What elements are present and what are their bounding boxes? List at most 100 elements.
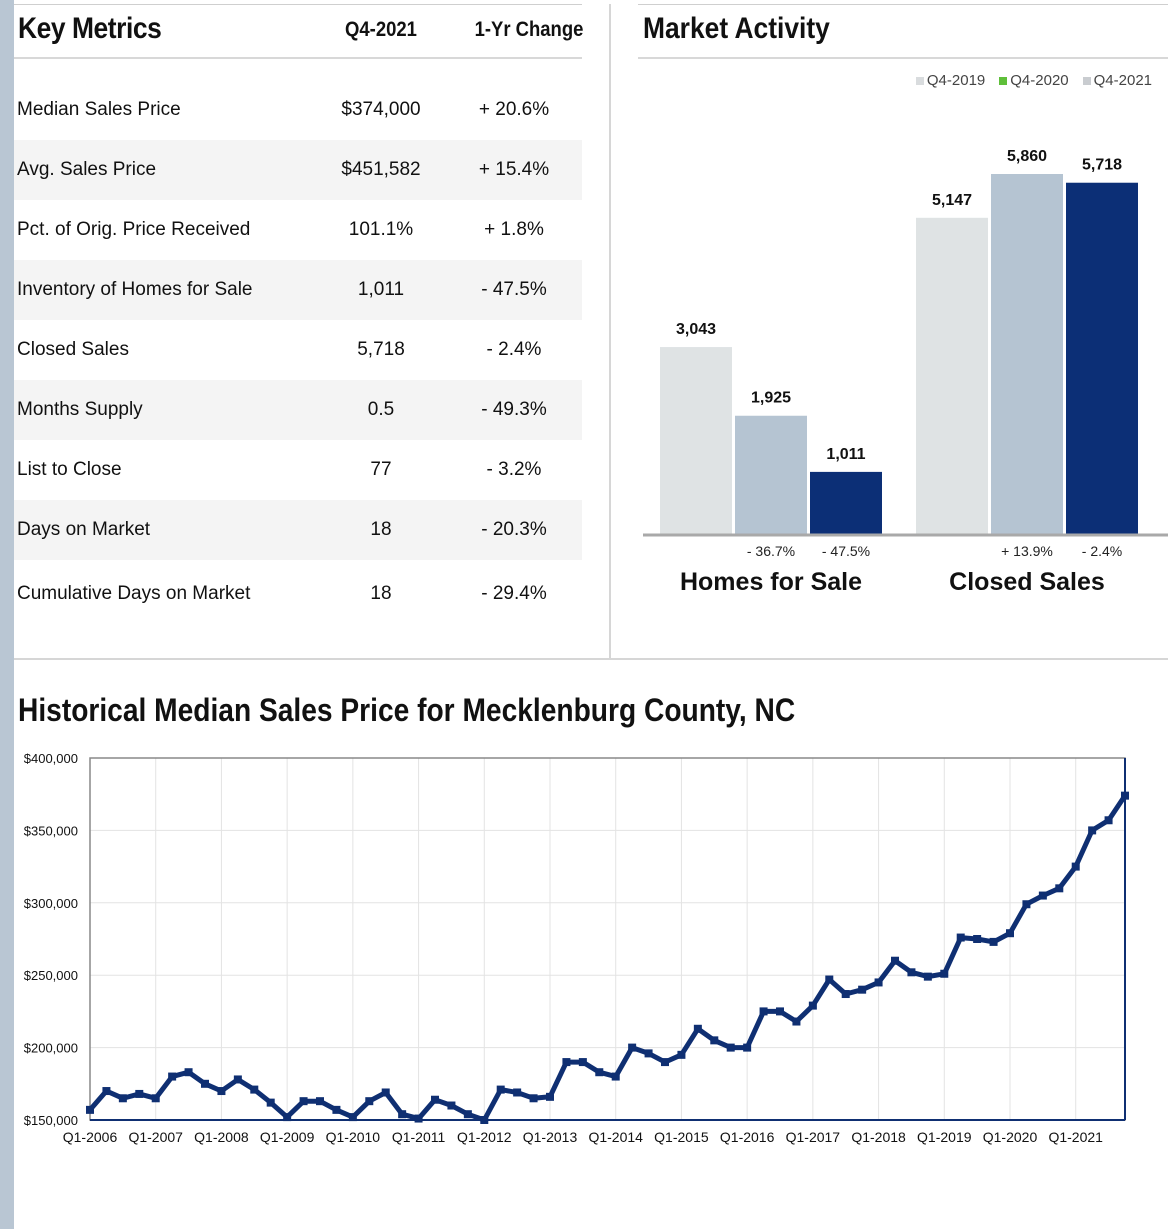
data-point [776, 1007, 784, 1016]
bar-change-label: - 36.7% [747, 543, 795, 559]
legend-label: Q4-2019 [926, 72, 986, 89]
data-point [858, 985, 867, 994]
data-point [1104, 816, 1113, 825]
data-point [710, 1036, 719, 1045]
bar-change-label: - 2.4% [1082, 543, 1122, 559]
data-point [578, 1058, 587, 1067]
price-line [88, 794, 1128, 1123]
x-tick-label: Q1-2019 [917, 1129, 972, 1145]
data-point [118, 1094, 127, 1103]
metric-change: - 47.5% [481, 279, 547, 300]
left-accent-strip [0, 0, 14, 1229]
metric-row: Months Supply 0.5 - 49.3% [14, 380, 582, 440]
data-point [414, 1114, 423, 1123]
data-point [907, 968, 916, 977]
x-tick-label: Q1-2014 [588, 1129, 643, 1145]
top-rule-left [14, 4, 582, 5]
metric-change: + 20.6% [478, 99, 550, 120]
metric-value: 77 [370, 459, 392, 480]
data-point [1022, 900, 1031, 909]
data-point [726, 1043, 735, 1052]
data-point [529, 1094, 538, 1103]
data-point [447, 1101, 456, 1110]
legend-swatch [999, 76, 1008, 85]
bar [810, 471, 882, 534]
key-metrics-title: Key Metrics [18, 12, 162, 45]
metric-value: $374,000 [341, 99, 421, 120]
market-activity-panel: Market Activity Q4-2019 Q4-2020 Q4-2021 3,… [638, 0, 1168, 658]
x-tick-label: Q1-2016 [720, 1129, 775, 1145]
market-activity-title: Market Activity [643, 12, 830, 45]
category-label: Closed Sales [949, 568, 1105, 596]
data-point [1038, 891, 1047, 900]
bar [660, 347, 732, 534]
metric-label: Median Sales Price [17, 99, 181, 120]
bar-value-label: 5,718 [1082, 157, 1122, 174]
section-divider-vertical [609, 4, 611, 658]
data-point [595, 1068, 604, 1077]
data-point [611, 1072, 620, 1081]
metric-row: Median Sales Price $374,000 + 20.6% [14, 80, 582, 140]
data-point [562, 1058, 571, 1067]
metric-row: Inventory of Homes for Sale 1,011 - 47.5% [14, 260, 582, 320]
column-header-1yr-change: 1-Yr Change [474, 18, 584, 41]
bar-value-label: 5,860 [1007, 148, 1047, 165]
bar-change-label: + 13.9% [1001, 543, 1053, 559]
metric-row: Closed Sales 5,718 - 2.4% [14, 320, 582, 380]
metric-value: 18 [370, 519, 392, 540]
data-point [644, 1049, 653, 1058]
metric-label: Avg. Sales Price [17, 159, 157, 180]
metric-label: Closed Sales [17, 339, 129, 360]
data-point [759, 1007, 768, 1016]
market-activity-header: Market Activity [638, 0, 1168, 59]
metric-row: Avg. Sales Price $451,582 + 15.4% [14, 140, 582, 200]
legend-item: Q4-2019 [915, 72, 986, 89]
data-point [1006, 929, 1014, 938]
data-point [233, 1075, 242, 1084]
market-activity-bar-chart: 3,043 1,925 1,011 - 36.7% - 47.5% Homes for S… [643, 148, 1168, 596]
data-point [151, 1094, 160, 1103]
metric-value: 101.1% [348, 219, 414, 240]
data-point [348, 1113, 357, 1122]
metric-label: Months Supply [17, 399, 143, 420]
data-point [135, 1089, 144, 1098]
metric-change: - 3.2% [486, 459, 542, 480]
data-point [923, 972, 932, 981]
data-point [808, 1001, 817, 1010]
metric-value: 5,718 [357, 339, 405, 360]
data-point [841, 990, 850, 999]
metric-label: List to Close [17, 459, 122, 480]
category-label: Homes for Sale [680, 568, 862, 596]
data-point [1055, 884, 1064, 893]
data-point [250, 1085, 259, 1094]
data-point [546, 1092, 554, 1101]
legend-label: Q4-2021 [1093, 72, 1152, 89]
column-header-q4-2021: Q4-2021 [345, 18, 417, 41]
bar-value-label: 3,043 [676, 321, 716, 338]
data-point [168, 1072, 177, 1081]
data-point [874, 978, 883, 987]
chart-legend: Q4-2019 Q4-2020 Q4-2021 [915, 72, 1152, 89]
data-point [661, 1058, 669, 1067]
bar-value-label: 1,925 [751, 390, 791, 407]
bar [916, 217, 988, 534]
data-point [201, 1079, 209, 1088]
data-point [381, 1088, 390, 1097]
data-point [496, 1085, 505, 1094]
data-point [989, 937, 998, 946]
data-point [86, 1105, 94, 1114]
metric-change: - 29.4% [481, 583, 547, 604]
metric-label: Days on Market [17, 519, 151, 540]
x-tick-label: Q1-2018 [851, 1129, 906, 1145]
metric-row: Cumulative Days on Market 18 - 29.4% [14, 564, 582, 624]
metric-row: Pct. of Orig. Price Received 101.1% + 1.8% [14, 200, 582, 260]
data-point [677, 1050, 686, 1059]
data-point [693, 1024, 702, 1033]
metric-change: - 20.3% [481, 519, 547, 540]
data-point [480, 1116, 489, 1124]
bar-change-label: - 47.5% [822, 543, 870, 559]
historical-chart-title: Historical Median Sales Price for Meckle… [18, 692, 796, 728]
data-point [940, 969, 949, 978]
y-tick-label: $150,000 [24, 1113, 78, 1128]
legend-item: Q4-2021 [1082, 72, 1152, 89]
